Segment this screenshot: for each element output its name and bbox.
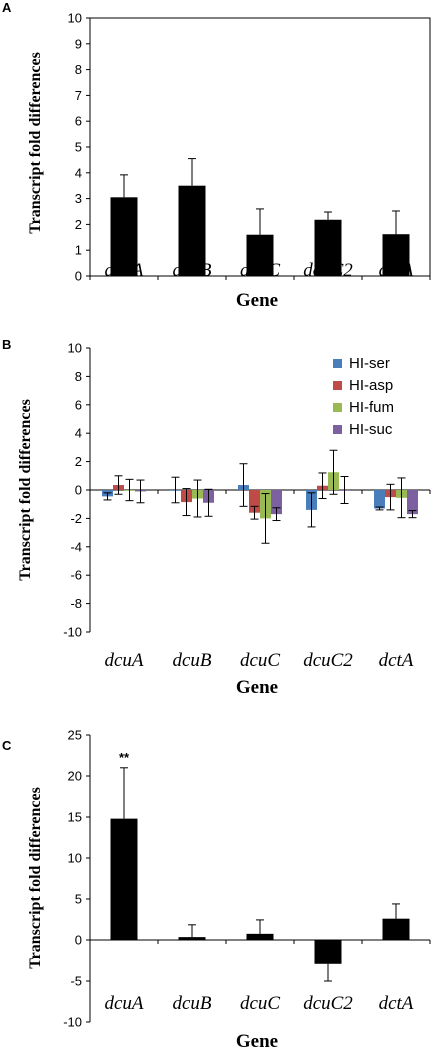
bar-dcuc <box>246 234 274 276</box>
y-tick-label: 0 <box>75 483 82 498</box>
bar-hi-asp-dcuc <box>249 490 260 513</box>
panel-letter-c: C <box>2 738 12 753</box>
bar-dcua <box>110 818 138 940</box>
panel-b: B Transcript fold differences Gene -10 -8… <box>2 337 431 698</box>
legend-swatch <box>333 359 342 368</box>
y-tick-label: 15 <box>68 810 82 825</box>
x-tick-label: dcuA <box>104 650 143 671</box>
legend-swatch <box>333 425 342 434</box>
legend-swatch <box>333 403 342 412</box>
y-tick-label: -4 <box>70 539 82 554</box>
y-tick-label: 8 <box>75 62 82 77</box>
y-tick-label: 5 <box>75 140 82 155</box>
y-tick-label: 9 <box>75 36 82 51</box>
y-tick-label: -10 <box>63 1015 82 1030</box>
y-tick-label: 10 <box>68 851 82 866</box>
x-tick-label: dctA <box>379 650 414 671</box>
y-tick-label: 6 <box>75 397 82 412</box>
y-tick-label: 0 <box>75 933 82 948</box>
y-tick-label: -6 <box>70 568 82 583</box>
y-axis-label-b: Transcript fold differences <box>17 399 34 581</box>
bar-hi-ser-dcta <box>374 490 385 509</box>
y-tick-label: 1 <box>75 243 82 258</box>
bar-dcub <box>178 185 206 276</box>
bar-dcta <box>382 918 410 940</box>
y-tick-label: -8 <box>70 596 82 611</box>
bar-dcta <box>382 234 410 276</box>
panel-a: A Transcript fold differences Gene 0 1 2 3 4… <box>2 0 431 311</box>
bar-hi-suc-dcuc <box>271 490 282 515</box>
y-tick-label: 10 <box>68 341 82 356</box>
y-tick-label: -5 <box>70 974 82 989</box>
significance-annotation: ** <box>119 750 130 765</box>
legend-label: HI-asp <box>349 377 393 394</box>
x-tick-label: dcuC2 <box>303 993 353 1014</box>
x-axis-label-a: Gene <box>236 290 278 311</box>
y-tick-label: -10 <box>63 625 82 640</box>
bar-dcua <box>110 197 138 276</box>
bar-hi-suc-dcta <box>407 490 418 515</box>
y-tick-label: 25 <box>68 728 82 743</box>
legend-label: HI-fum <box>349 399 394 416</box>
bar-dcuc2 <box>314 219 342 276</box>
panel-letter-a: A <box>2 0 12 15</box>
legend-swatch <box>333 381 342 390</box>
x-tick-label: dctA <box>379 993 414 1014</box>
bar-dcub <box>178 937 206 940</box>
y-tick-label: 10 <box>68 11 82 26</box>
panel-letter-b: B <box>2 337 11 352</box>
y-tick-label: 2 <box>75 454 82 469</box>
y-tick-label: 4 <box>75 426 82 441</box>
y-tick-label: 6 <box>75 114 82 129</box>
x-tick-label: dcuB <box>172 993 211 1014</box>
y-axis-label-c: Transcript fold differences <box>27 787 44 969</box>
y-tick-label: 5 <box>75 892 82 907</box>
y-axis-label-a: Transcript fold differences <box>27 52 44 234</box>
x-tick-label: dcuA <box>104 993 143 1014</box>
y-tick-label: 7 <box>75 88 82 103</box>
y-tick-label: -2 <box>70 511 82 526</box>
x-tick-label: dcuC <box>240 993 280 1014</box>
legend-label: HI-ser <box>349 355 390 372</box>
y-tick-label: 2 <box>75 217 82 232</box>
x-tick-label: dcuB <box>172 650 211 671</box>
x-axis-label-b: Gene <box>236 677 278 698</box>
y-tick-label: 20 <box>68 769 82 784</box>
y-tick-label: 4 <box>75 165 82 180</box>
x-tick-label: dcuC <box>240 650 280 671</box>
y-tick-label: 0 <box>75 269 82 284</box>
y-tick-label: 3 <box>75 191 82 206</box>
panel-c: C Transcript fold differences Gene -10 -5… <box>2 728 431 1052</box>
x-tick-label: dcuC2 <box>303 650 353 671</box>
x-axis-label-c: Gene <box>236 1031 278 1052</box>
y-tick-label: 8 <box>75 369 82 384</box>
bar-dcuc2 <box>314 940 342 964</box>
bar-dcuc <box>246 933 274 940</box>
legend-label: HI-suc <box>349 421 393 438</box>
